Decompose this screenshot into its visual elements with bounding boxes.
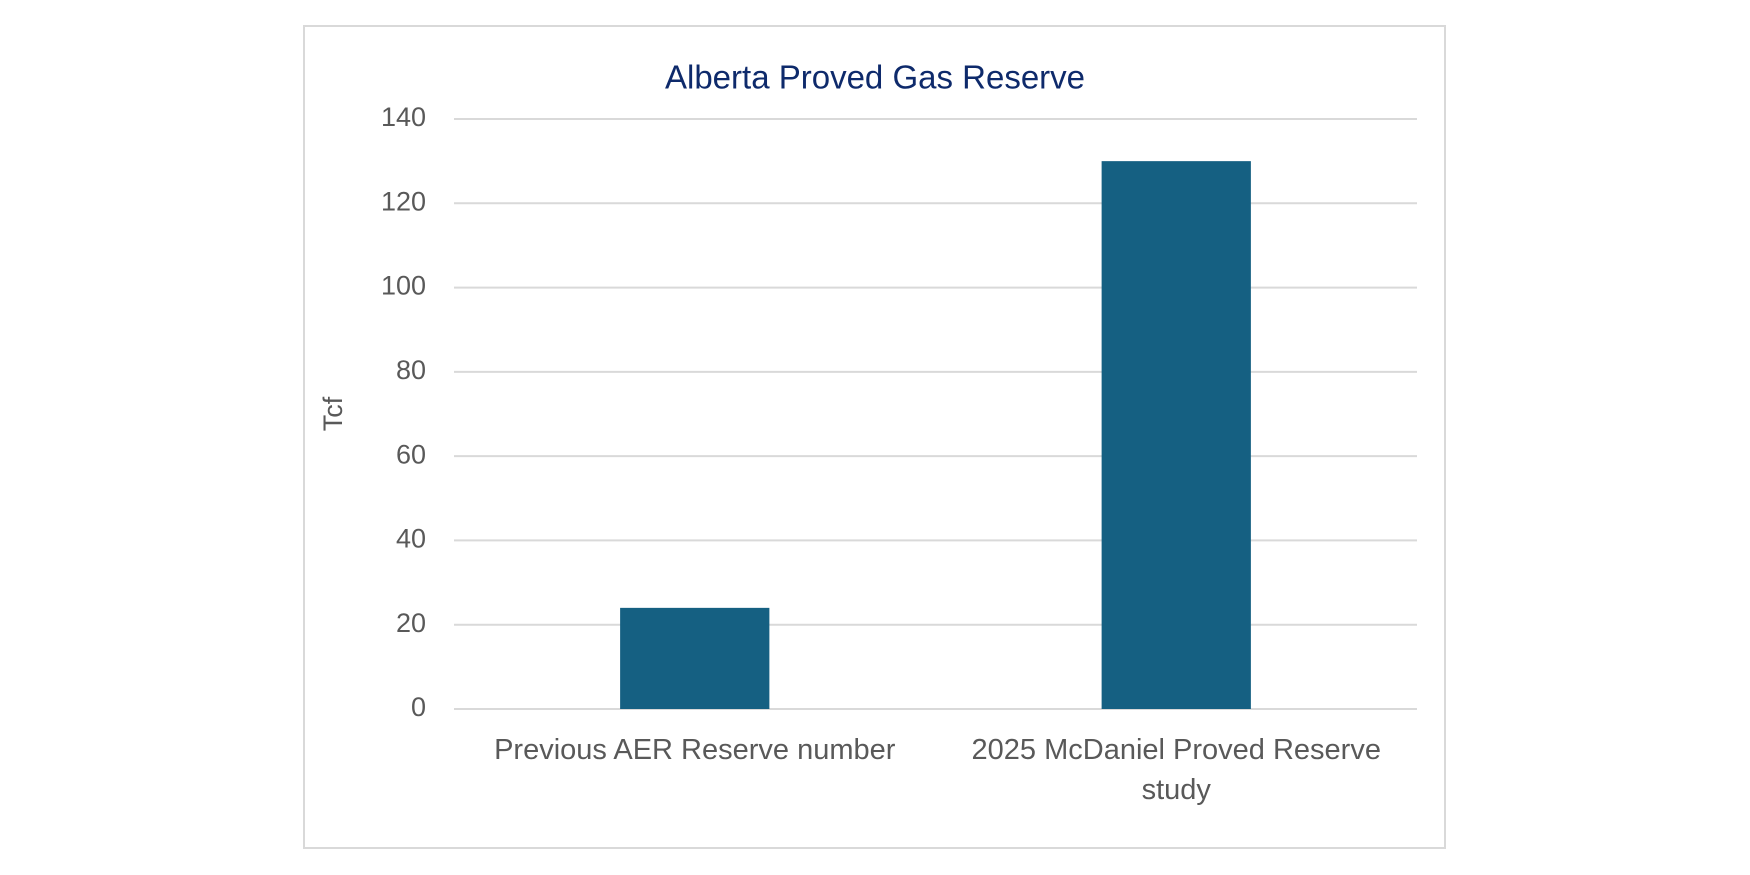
chart-title: Alberta Proved Gas Reserve: [665, 59, 1085, 96]
bar: [1101, 161, 1251, 710]
y-axis-label: Tcf: [318, 396, 348, 431]
y-tick-label: 0: [411, 692, 426, 722]
bar: [620, 607, 770, 709]
x-tick-label: 2025 McDaniel Proved Reserve study: [971, 734, 1381, 806]
x-tick-label: Previous AER Reserve number: [494, 734, 896, 766]
y-tick-label: 120: [381, 186, 426, 216]
y-tick-label: 40: [396, 524, 426, 554]
y-tick-label: 20: [396, 608, 426, 638]
y-tick-label: 100: [381, 271, 426, 301]
y-tick-label: 140: [381, 102, 426, 132]
y-tick-label: 60: [396, 439, 426, 469]
chart-border: [303, 25, 1446, 849]
y-tick-label: 80: [396, 355, 426, 385]
